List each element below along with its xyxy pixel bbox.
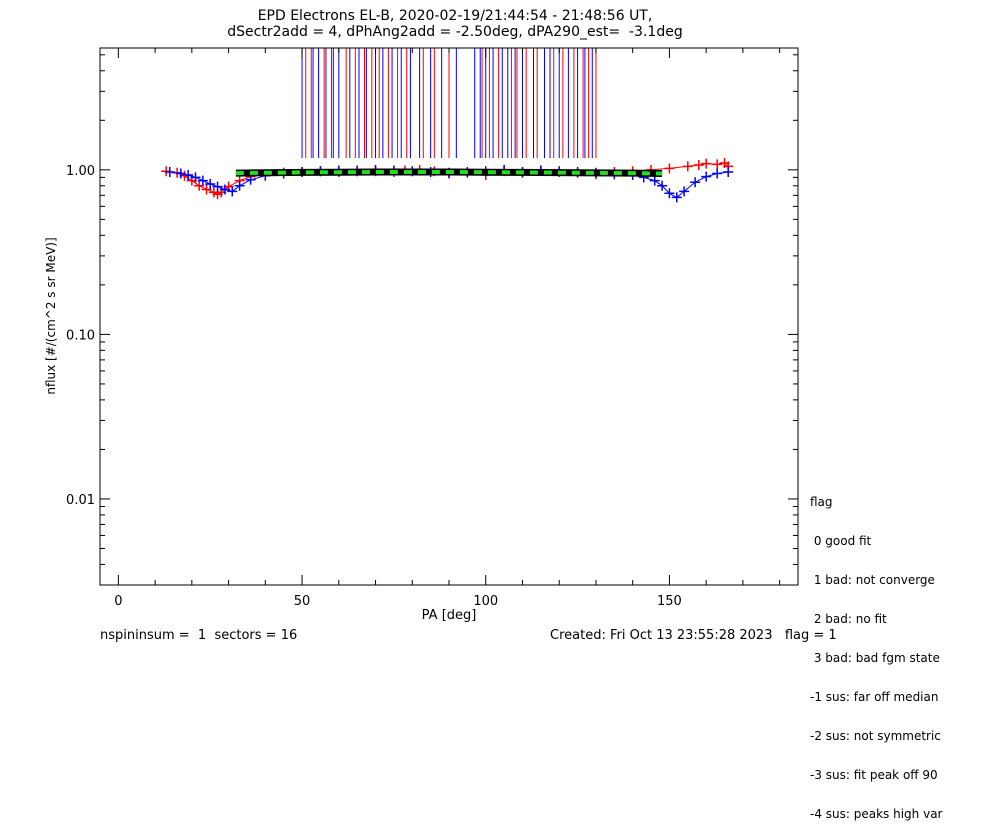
red-vertical-lines [305, 48, 597, 159]
legend-item: -3 sus: fit peak off 90 [810, 768, 938, 782]
data-point [664, 188, 675, 199]
data-point [712, 159, 723, 170]
legend-item: -2 sus: not symmetric [810, 729, 941, 743]
flag-legend: flag 0 good fit 1 bad: not converge 2 ba… [810, 470, 942, 834]
data-point [693, 159, 704, 170]
data-point [175, 168, 186, 179]
data-point [164, 167, 175, 178]
legend-item: 1 bad: not converge [810, 573, 935, 587]
data-point [712, 168, 723, 179]
data-point [664, 163, 675, 174]
x-tick-label: 0 [114, 594, 122, 609]
data-point [212, 181, 223, 192]
data-point [682, 161, 693, 172]
x-axis-label: PA [deg] [422, 608, 477, 623]
legend-title: flag [810, 495, 833, 509]
data-point [701, 171, 712, 182]
fit-line [235, 170, 663, 176]
chart-title-line-1: EPD Electrons EL-B, 2020-02-19/21:44:54 … [257, 8, 653, 24]
legend-item: 3 bad: bad fgm state [810, 651, 940, 665]
x-tick-label: 150 [657, 594, 682, 609]
axes: 0 50 100 150 1.00 0.10 0.01 [66, 48, 798, 609]
y-tick-label: 0.10 [66, 328, 95, 343]
data-point [701, 158, 712, 169]
data-point [201, 184, 212, 195]
data-point [190, 172, 201, 183]
data-point [205, 179, 216, 190]
data-point [183, 170, 194, 181]
data-point [657, 180, 668, 191]
y-axis-label: nflux [#/(cm^2 s sr MeV)] [44, 237, 58, 394]
data-point [227, 186, 238, 197]
data-point [219, 184, 230, 195]
footer-left: nspininsum = 1 sectors = 16 [100, 628, 298, 643]
data-point [234, 180, 245, 191]
data-point [690, 177, 701, 188]
data-point [194, 180, 205, 191]
legend-item: -4 sus: peaks high var [810, 807, 943, 821]
legend-item: -1 sus: far off median [810, 690, 939, 704]
y-tick-label: 1.00 [66, 164, 95, 179]
footer-right: Created: Fri Oct 13 23:55:28 2023 flag =… [550, 628, 837, 643]
x-tick-label: 50 [294, 594, 311, 609]
data-series [161, 158, 734, 203]
y-tick-label: 0.01 [66, 493, 95, 508]
legend-item: 0 good fit [810, 534, 872, 548]
chart-title-line-2: dSectr2add = 4, dPhAng2add = -2.50deg, d… [227, 24, 683, 40]
data-point [245, 174, 256, 185]
data-point [723, 167, 734, 178]
chart-plot: 0 50 100 150 1.00 0.10 0.01 PA [deg] nflux [#/… [44, 47, 799, 623]
data-point [671, 192, 682, 203]
data-point [649, 175, 660, 186]
blue-vertical-lines [301, 48, 593, 159]
x-tick-label: 100 [473, 594, 498, 609]
legend-item: 2 bad: no fit [810, 612, 887, 626]
data-point [197, 175, 208, 186]
data-point [679, 186, 690, 197]
